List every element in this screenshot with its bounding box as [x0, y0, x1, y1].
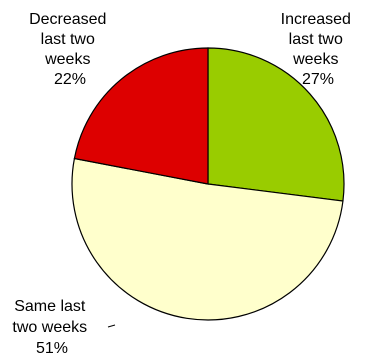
- pie-slice-same: [71, 157, 344, 321]
- slice-label-same: Same last two weeks 51%: [12, 298, 91, 357]
- leader-line-same: [107, 324, 116, 328]
- pie-slices: [71, 47, 345, 321]
- pie-slice-decreased: [73, 47, 209, 185]
- slice-label-decreased: Decreased last two weeks 22%: [29, 11, 111, 88]
- pie-slice-increased: [207, 47, 345, 202]
- slice-label-increased: Increased last two weeks 27%: [281, 11, 356, 88]
